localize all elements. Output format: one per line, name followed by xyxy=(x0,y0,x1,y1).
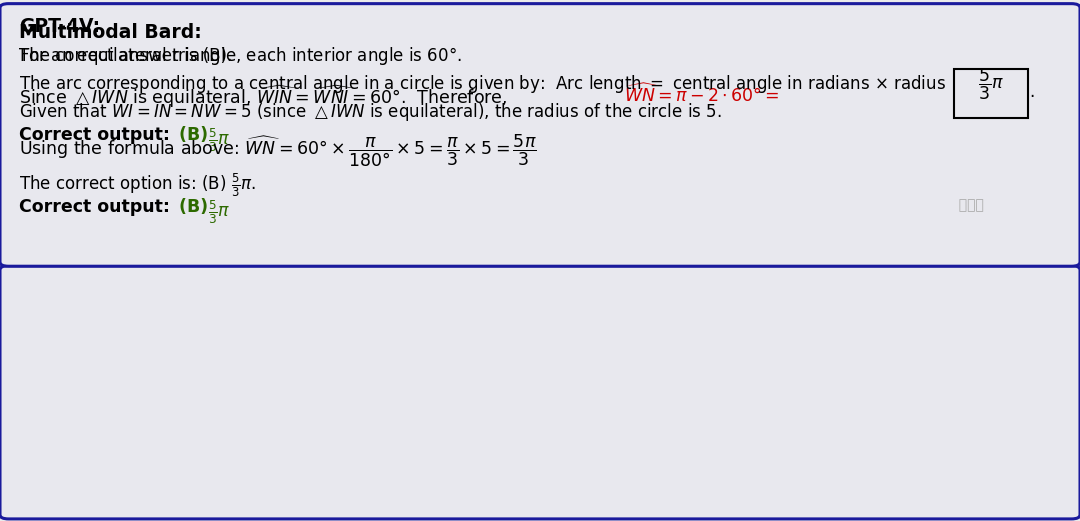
Text: (B): (B) xyxy=(173,126,208,144)
Text: Correct output:: Correct output: xyxy=(19,126,171,144)
FancyBboxPatch shape xyxy=(0,4,1080,266)
Text: The correct answer is (B).: The correct answer is (B). xyxy=(19,47,232,65)
Text: GPT-4V:: GPT-4V: xyxy=(19,17,100,35)
Text: Multimodal Bard:: Multimodal Bard: xyxy=(19,23,202,42)
Text: $\frac{5}{3}\pi$: $\frac{5}{3}\pi$ xyxy=(202,126,231,154)
Text: For an equilateral triangle, each interior angle is $60°$.: For an equilateral triangle, each interi… xyxy=(19,45,462,67)
Text: Using the formula above: $\widehat{WN} = 60° \times \dfrac{\pi}{180°} \times 5 =: Using the formula above: $\widehat{WN} =… xyxy=(19,132,537,169)
Text: Given that $WI = IN = NW = 5$ (since $\triangle IWN$ is equilateral), the radius: Given that $WI = IN = NW = 5$ (since $\t… xyxy=(19,101,723,123)
Text: Correct output:: Correct output: xyxy=(19,198,171,216)
Text: .: . xyxy=(1029,83,1035,102)
Text: $\frac{5}{3}\pi$: $\frac{5}{3}\pi$ xyxy=(202,198,231,226)
Text: $\widehat{WN} = \pi - 2 \cdot 60° =$: $\widehat{WN} = \pi - 2 \cdot 60° =$ xyxy=(624,83,780,106)
Text: Since $\triangle IWN$ is equilateral, $\widehat{WIN} = \widehat{WNI} = 60°$.  Th: Since $\triangle IWN$ is equilateral, $\… xyxy=(19,83,508,110)
Text: 量子位: 量子位 xyxy=(950,198,984,212)
Text: The arc corresponding to a central angle in a circle is given by:  Arc length $=: The arc corresponding to a central angle… xyxy=(19,73,946,95)
Text: $\dfrac{5}{3}\pi$: $\dfrac{5}{3}\pi$ xyxy=(978,67,1004,102)
FancyBboxPatch shape xyxy=(0,266,1080,519)
Text: The correct option is: (B) $\frac{5}{3}\pi$.: The correct option is: (B) $\frac{5}{3}\… xyxy=(19,171,256,199)
Text: (B): (B) xyxy=(173,198,208,216)
FancyBboxPatch shape xyxy=(954,69,1028,118)
